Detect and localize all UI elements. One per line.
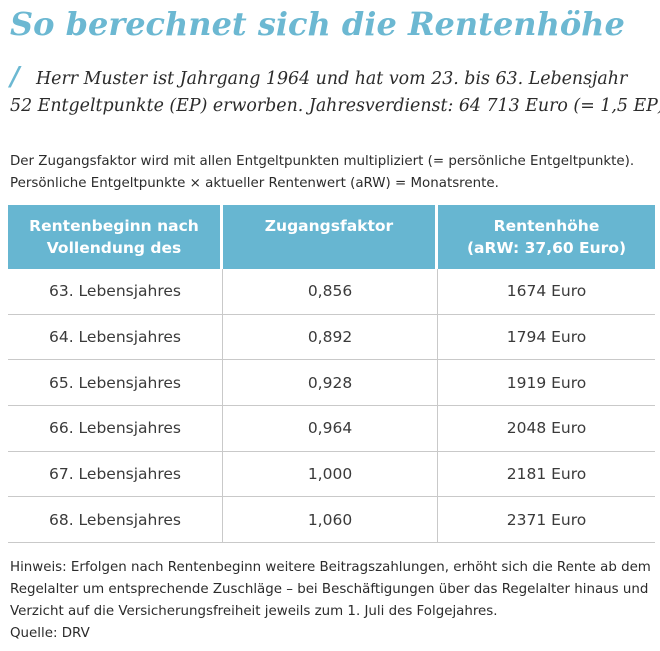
cell-zugangsfaktor: 0,892 (223, 314, 438, 361)
cell-rentenhoehe: 2181 Euro (438, 452, 655, 498)
cell-zugangsfaktor: 0,856 (223, 269, 438, 315)
header-rentenhoehe-line-2: (aRW: 37,60 Euro) (466, 239, 627, 257)
cell-rentenbeginn: 65. Lebensjahres (8, 360, 223, 407)
intro-line-1: / Herr Muster ist Jahrgang 1964 und hat v… (10, 64, 655, 93)
intro-text: / Herr Muster ist Jahrgang 1964 und hat v… (10, 64, 660, 120)
cell-zugangsfaktor: 1,000 (223, 451, 438, 498)
table-row: 66. Lebensjahres 0,964 2048 Euro (8, 406, 655, 452)
header-rentenbeginn-line-1: Rentenbeginn nach (29, 217, 199, 235)
table-row: 65. Lebensjahres 0,928 1919 Euro (8, 360, 655, 407)
cell-rentenbeginn: 68. Lebensjahres (8, 497, 223, 544)
explanation-text: Der Zugangsfaktor wird mit allen Entgelt… (10, 151, 655, 195)
cell-rentenhoehe: 1919 Euro (438, 360, 655, 407)
header-zugangsfaktor-line-1: Zugangsfaktor (264, 217, 394, 235)
table-row: 68. Lebensjahres 1,060 2371 Euro (8, 497, 655, 544)
header-rentenbeginn-line-2: Vollendung des (46, 239, 182, 257)
cell-rentenbeginn: 64. Lebensjahres (8, 314, 223, 361)
cell-zugangsfaktor: 0,964 (223, 406, 438, 452)
header-rentenhoehe-line-1: Rentenhöhe (493, 217, 600, 235)
table-header-row: Rentenbeginn nach Vollendung des Zugangs… (8, 205, 655, 269)
table-row: 67. Lebensjahres 1,000 2181 Euro (8, 451, 655, 498)
footnote-line-1: Hinweis: Erfolgen nach Rentenbeginn weit… (10, 560, 651, 575)
footnote: Hinweis: Erfolgen nach Rentenbeginn weit… (10, 557, 655, 645)
cell-rentenhoehe: 2371 Euro (438, 497, 655, 544)
header-rentenbeginn: Rentenbeginn nach Vollendung des (8, 205, 223, 269)
header-zugangsfaktor: Zugangsfaktor (223, 205, 438, 269)
cell-zugangsfaktor: 0,928 (223, 360, 438, 407)
cell-rentenbeginn: 66. Lebensjahres (8, 406, 223, 452)
page-title: So berechnet sich die Rentenhöhe (10, 5, 625, 43)
table-row: 63. Lebensjahres 0,856 1674 Euro (8, 269, 655, 315)
intro-line-1-text: Herr Muster ist Jahrgang 1964 und hat vo… (36, 69, 628, 89)
cell-rentenbeginn: 63. Lebensjahres (8, 269, 223, 315)
explanation-line-2: Persönliche Entgeltpunkte × aktueller Re… (10, 176, 499, 191)
footnote-line-3: Verzicht auf die Versicherungsfreiheit j… (10, 604, 498, 619)
cell-rentenhoehe: 1794 Euro (438, 315, 655, 361)
footnote-line-2: Regelalter um entsprechende Zuschläge – … (10, 582, 649, 597)
pension-table: Rentenbeginn nach Vollendung des Zugangs… (8, 205, 655, 544)
cell-rentenbeginn: 67. Lebensjahres (8, 451, 223, 498)
cell-zugangsfaktor: 1,060 (223, 497, 438, 544)
cell-rentenhoehe: 1674 Euro (438, 269, 655, 315)
slash-icon: / (10, 62, 20, 92)
table-row: 64. Lebensjahres 0,892 1794 Euro (8, 314, 655, 361)
explanation-line-1: Der Zugangsfaktor wird mit allen Entgelt… (10, 154, 635, 169)
source-credit: Quelle: DRV (10, 626, 90, 641)
header-rentenhoehe: Rentenhöhe (aRW: 37,60 Euro) (438, 205, 655, 269)
intro-line-2: 52 Entgeltpunkte (EP) erworben. Jahresve… (10, 96, 660, 116)
cell-rentenhoehe: 2048 Euro (438, 406, 655, 452)
